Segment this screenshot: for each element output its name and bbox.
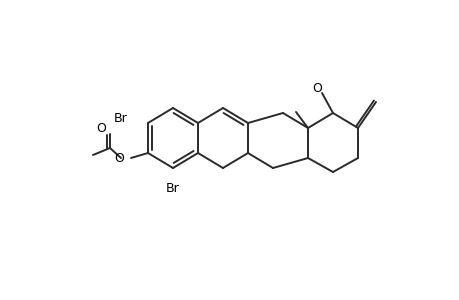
Text: O: O [114, 152, 124, 166]
Text: O: O [96, 122, 106, 134]
Text: O: O [311, 82, 321, 94]
Text: Br: Br [114, 112, 128, 124]
Text: Br: Br [166, 182, 179, 195]
